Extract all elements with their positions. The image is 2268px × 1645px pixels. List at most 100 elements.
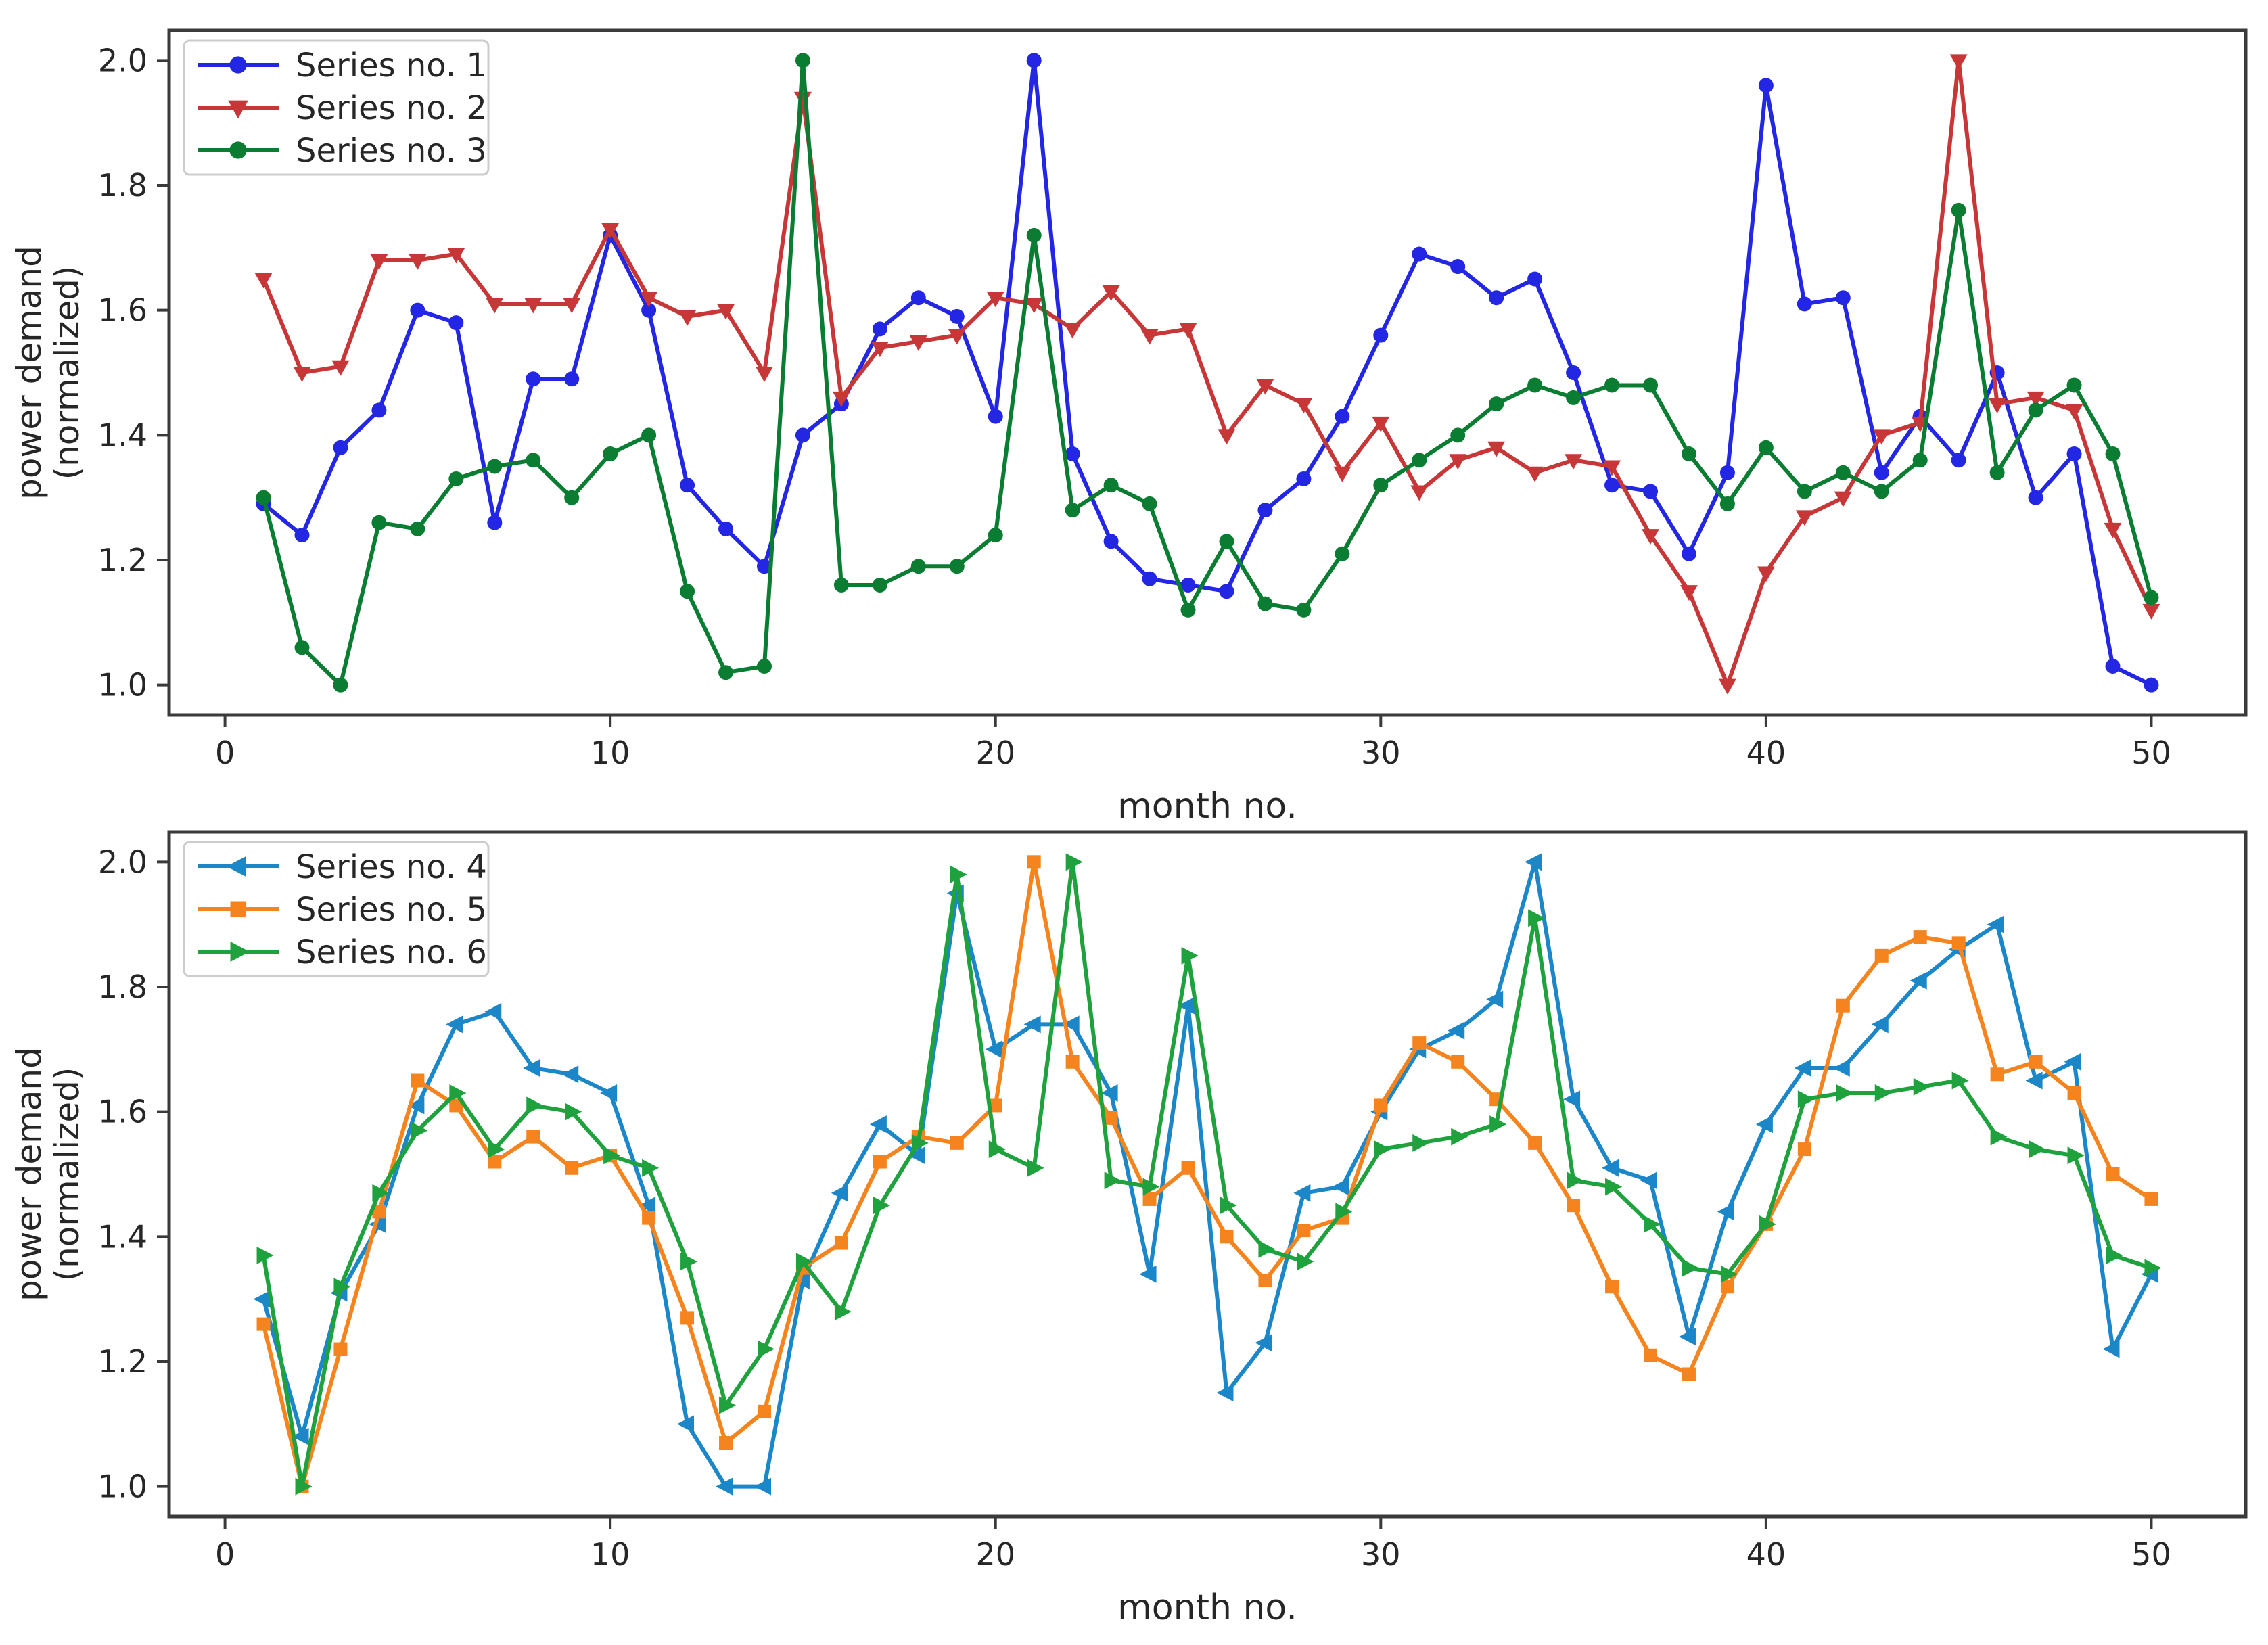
data-point-marker (1065, 853, 1083, 871)
data-point-marker (1486, 990, 1504, 1009)
data-point-marker (2065, 404, 2083, 420)
data-point-marker (1989, 465, 2005, 480)
data-point-marker (603, 446, 618, 462)
data-point-marker (448, 471, 464, 486)
data-point-marker (2064, 1052, 2081, 1071)
data-point-marker (1487, 441, 1506, 457)
data-point-marker (1335, 1203, 1353, 1221)
data-point-marker (1567, 1172, 1584, 1190)
x-axis: 0 10 20 30 40 50 month no. (215, 715, 2171, 822)
data-point-marker (488, 1140, 505, 1159)
data-point-marker (793, 91, 812, 108)
data-point-marker (680, 584, 695, 599)
data-point-marker (832, 391, 850, 407)
data-point-marker (1913, 930, 1927, 944)
data-point-marker (407, 1096, 425, 1115)
data-point-marker (333, 1278, 351, 1296)
data-point-marker (1682, 1367, 1696, 1381)
data-point-marker (1293, 1184, 1311, 1202)
data-point-marker (1605, 1280, 1619, 1294)
data-point-marker (1644, 1215, 1661, 1233)
data-point-marker (1220, 1230, 1234, 1244)
data-point-marker (1373, 327, 1389, 343)
legend: Series no. 4 Series no. 5 Series no. 6 (183, 841, 490, 977)
data-point-marker (1949, 54, 1968, 70)
data-point-marker (1682, 1259, 1699, 1277)
y-axis-label: power demand (9, 246, 49, 500)
data-point-marker (1604, 377, 1620, 393)
data-point-marker (1681, 546, 1696, 561)
data-point-marker (1258, 1240, 1276, 1258)
data-point-marker (293, 367, 311, 382)
data-point-marker (1335, 409, 1350, 424)
data-point-marker (2105, 446, 2121, 462)
data-point-marker (2144, 677, 2159, 693)
data-point-marker (1717, 1203, 1734, 1221)
x-tick-label: 10 (591, 735, 630, 771)
data-point-marker (333, 1342, 348, 1356)
data-point-marker (1451, 1055, 1465, 1069)
data-point-marker (2067, 1146, 2085, 1165)
data-point-marker (1448, 1021, 1465, 1040)
legend: Series no. 1 Series no. 2 Series no. 3 (183, 39, 490, 176)
data-point-marker (292, 1427, 309, 1445)
data-point-marker (256, 1247, 274, 1265)
series-line (261, 860, 2154, 1489)
data-point-marker (640, 292, 658, 308)
data-point-marker (2028, 402, 2043, 418)
data-point-marker (1062, 1015, 1080, 1034)
data-point-marker (2105, 658, 2121, 674)
data-point-marker (1602, 1159, 1619, 1177)
data-point-marker (1643, 377, 1659, 393)
y-tick-label: 1.0 (98, 667, 147, 703)
series-1 (256, 53, 2159, 693)
series-line (261, 860, 2154, 1489)
legend-marker-icon (230, 901, 246, 917)
legend-box (183, 841, 490, 977)
data-point-marker (294, 640, 310, 655)
data-point-marker (1720, 1280, 1734, 1294)
data-point-marker (2067, 1086, 2081, 1100)
y-tick-label: 1.2 (98, 1343, 147, 1380)
x-tick-label: 10 (591, 1536, 630, 1573)
data-point-marker (1220, 1197, 1237, 1215)
data-point-marker (1142, 1192, 1157, 1206)
data-point-marker (795, 427, 810, 443)
series-3 (256, 853, 2162, 1496)
data-point-marker (1333, 466, 1351, 482)
data-point-marker (565, 1161, 579, 1175)
data-point-marker (526, 453, 541, 468)
y-tick-label: 2.0 (98, 843, 147, 880)
data-point-marker (1142, 496, 1157, 511)
data-point-marker (1910, 971, 1927, 990)
data-point-marker (1450, 259, 1466, 275)
data-point-marker (1065, 446, 1080, 462)
data-point-marker (1295, 398, 1313, 414)
data-point-marker (1797, 1090, 1815, 1109)
series-2 (256, 855, 2158, 1493)
data-point-marker (411, 1121, 428, 1140)
data-point-marker (1719, 465, 1735, 480)
data-point-marker (1257, 503, 1273, 518)
data-point-marker (1525, 853, 1542, 871)
data-point-marker (526, 1130, 540, 1144)
data-point-marker (1758, 440, 1774, 455)
data-point-marker (1101, 1084, 1118, 1102)
data-point-marker (487, 515, 503, 530)
data-point-marker (2027, 391, 2045, 407)
legend-label: Series no. 1 (296, 47, 487, 85)
data-point-marker (1874, 1084, 1892, 1102)
x-axis-label: month no. (1117, 1588, 1297, 1628)
data-point-marker (1719, 496, 1735, 511)
y-axis-label: (normalized) (47, 266, 87, 480)
data-point-marker (1566, 390, 1581, 405)
data-point-marker (871, 342, 889, 358)
data-point-marker (1296, 471, 1312, 486)
data-point-marker (446, 1015, 463, 1034)
data-point-marker (755, 367, 773, 382)
data-point-marker (1102, 285, 1120, 301)
x-axis-label: month no. (1117, 786, 1297, 822)
data-point-marker (1874, 484, 1889, 499)
data-point-marker (1218, 429, 1236, 445)
x-tick-label: 30 (1361, 1536, 1401, 1573)
